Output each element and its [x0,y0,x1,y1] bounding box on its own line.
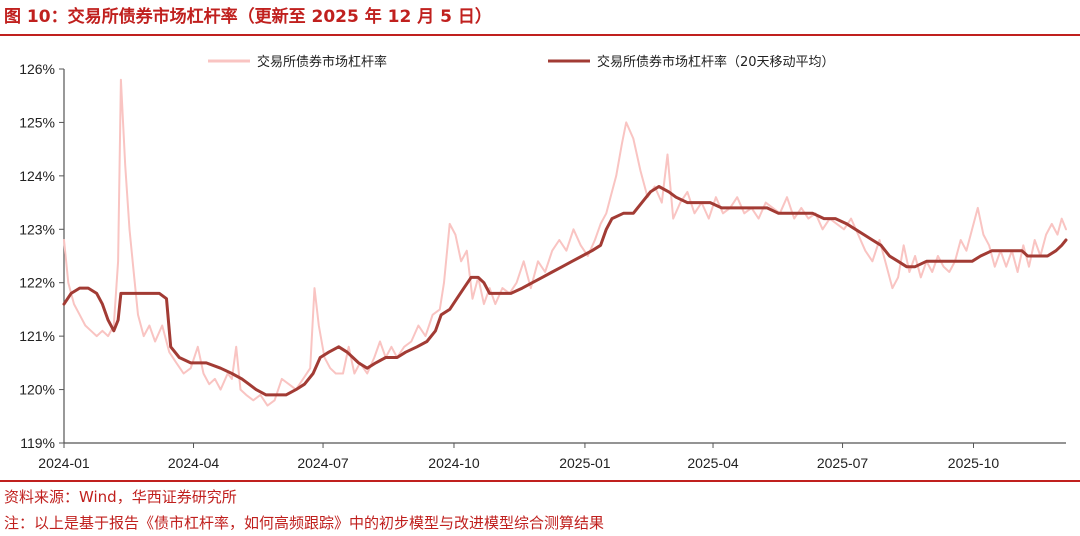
y-tick-label: 124% [19,168,55,184]
x-tick-label: 2025-07 [817,455,869,471]
y-tick-label: 123% [19,221,55,237]
chart: 119% 120% 121% 122% 123% 124% 125% 126% 2024-01 2… [19,54,1068,471]
y-tick-label: 125% [19,114,55,130]
series-line-20d-avg [62,185,1068,397]
source-note: 资料来源：Wind，华西证券研究所 [4,488,237,506]
x-tick-label: 2024-04 [168,455,220,471]
method-note: 注：以上是基于报告《债市杠杆率，如何高频跟踪》中的初步模型与改进模型综合测算结果 [4,514,605,532]
legend-label-daily: 交易所债券市场杠杆率 [257,54,387,70]
chart-title: 图 10：交易所债券市场杠杆率（更新至 2025 年 12 月 5 日） [4,7,492,27]
axes: 119% 120% 121% 122% 123% 124% 125% 126% 2024-01 2… [19,61,1066,471]
x-tick-label: 2025-10 [948,455,1000,471]
y-tick-label: 119% [20,435,55,451]
x-tick-label: 2024-10 [428,455,480,471]
series-line-daily [63,78,1067,407]
x-tick-label: 2025-01 [559,455,611,471]
x-tick-label: 2024-07 [297,455,349,471]
legend-label-avg: 交易所债券市场杠杆率（20天移动平均） [597,54,835,70]
y-tick-label: 126% [19,61,55,77]
x-tick-label: 2025-04 [687,455,739,471]
legend: 交易所债券市场杠杆率 交易所债券市场杠杆率（20天移动平均） [208,54,835,70]
footer-rule [0,480,1080,482]
title-rule [0,34,1080,36]
y-tick-label: 122% [19,275,55,291]
series-layer [62,78,1068,407]
y-tick-label: 120% [19,382,55,398]
x-tick-label: 2024-01 [38,455,90,471]
y-tick-label: 121% [19,328,55,344]
